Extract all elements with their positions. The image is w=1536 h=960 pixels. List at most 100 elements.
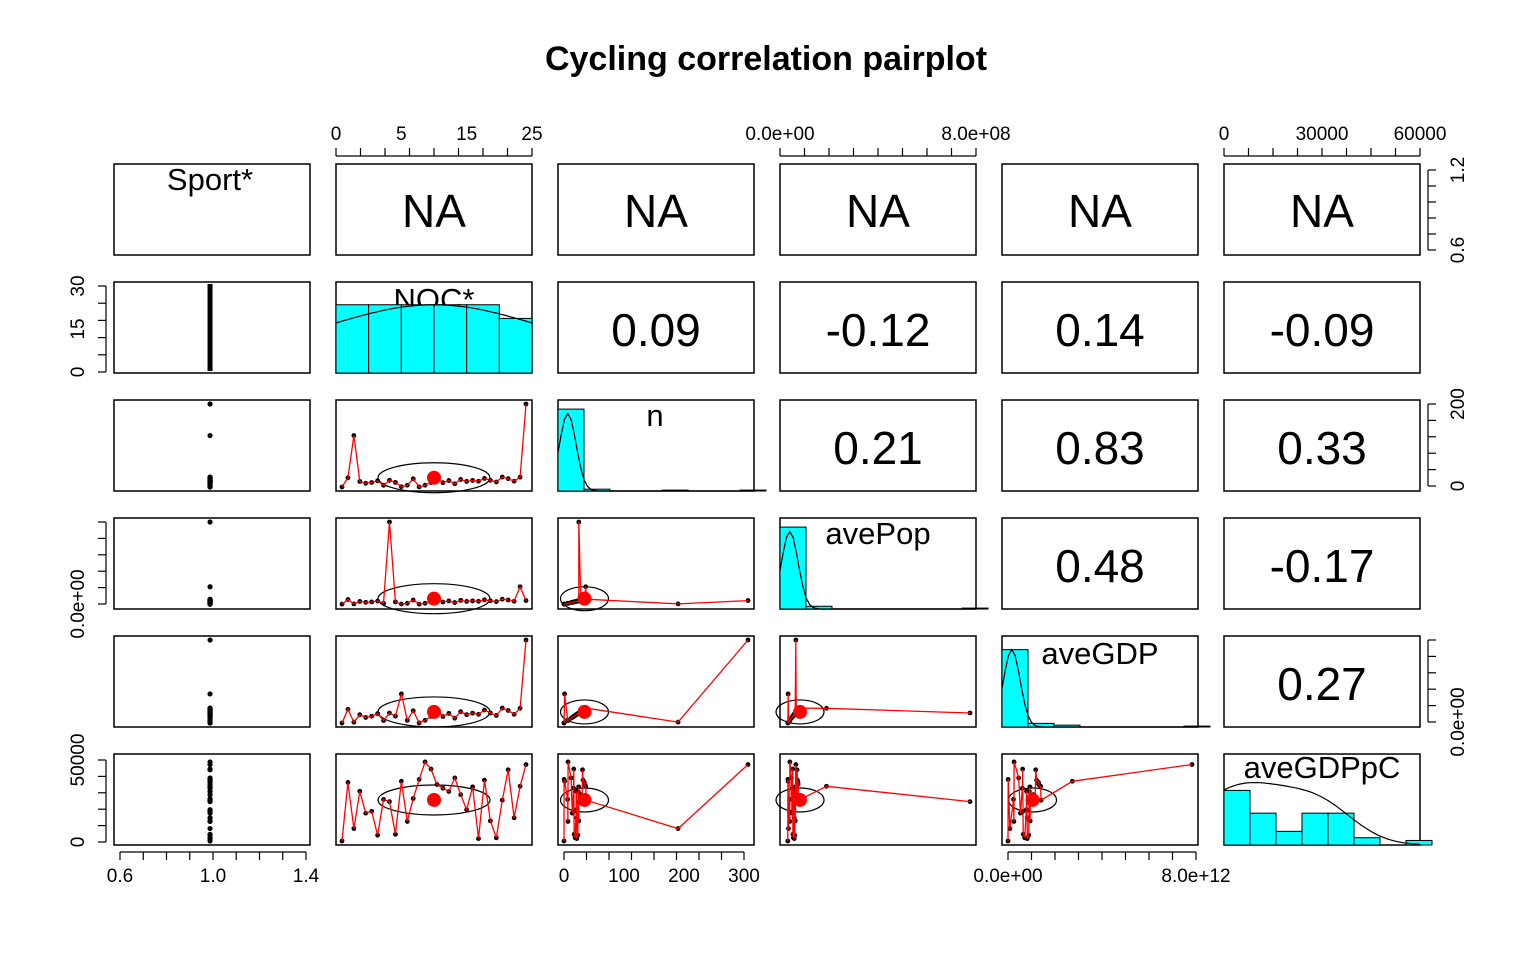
correlation-ellipse xyxy=(775,787,825,813)
diag-variable-label: aveGDP xyxy=(1041,636,1158,671)
histogram-bar xyxy=(400,304,435,374)
na-label: NA xyxy=(402,185,466,237)
histogram-bar xyxy=(1301,812,1329,846)
scatter-point xyxy=(785,691,791,697)
density-curve xyxy=(335,304,533,324)
correlation-value: -0.09 xyxy=(1270,304,1375,356)
top-tick-label: 25 xyxy=(521,124,542,145)
panel-box xyxy=(113,399,311,492)
density-curve xyxy=(1001,648,1198,728)
mean-point xyxy=(1025,792,1040,807)
right-tick-label: 0.6 xyxy=(1448,237,1469,263)
panel-box xyxy=(557,163,755,256)
top-tick-label: 0.0e+00 xyxy=(745,124,814,145)
top-tick-label: 15 xyxy=(456,124,477,145)
na-label: NA xyxy=(624,185,688,237)
scatter-point xyxy=(562,691,568,697)
correlation-value: 0.83 xyxy=(1055,422,1145,474)
panel-box xyxy=(557,753,755,846)
right-tick-label: 0 xyxy=(1448,481,1469,492)
correlation-value: 0.14 xyxy=(1055,304,1145,356)
scatter-point xyxy=(207,835,213,841)
correlation-value: 0.48 xyxy=(1055,540,1145,592)
top-tick-label: 0 xyxy=(331,124,342,145)
histogram-bar xyxy=(433,304,468,374)
panel-box xyxy=(1223,635,1421,728)
left-tick-label: 0 xyxy=(68,367,89,378)
right-tick-label: 1.2 xyxy=(1448,157,1469,183)
panel-box xyxy=(779,281,977,374)
left-tick-label: 30 xyxy=(68,275,89,296)
scatter-point xyxy=(207,767,213,773)
scatter-point xyxy=(207,478,213,484)
scatter-point xyxy=(565,819,571,824)
panel-box xyxy=(779,163,977,256)
left-tick-label: 0.0e+00 xyxy=(68,569,89,638)
correlation-value: -0.12 xyxy=(826,304,931,356)
histogram-bar xyxy=(1249,812,1277,846)
scatter-point xyxy=(790,766,796,772)
scatter-point xyxy=(745,598,751,603)
histogram-bar xyxy=(368,304,402,374)
left-tick-label: 15 xyxy=(68,318,89,339)
correlation-value: 0.09 xyxy=(611,304,701,356)
mean-point xyxy=(793,704,808,719)
histogram-bar xyxy=(335,304,370,374)
histogram-bar xyxy=(1353,837,1381,846)
correlation-value: -0.17 xyxy=(1270,540,1375,592)
panel-box xyxy=(113,163,311,256)
panel-box xyxy=(335,163,533,256)
right-tick-label: 200 xyxy=(1448,388,1469,420)
scatter-point xyxy=(207,705,213,711)
diag-variable-label: Sport* xyxy=(167,162,253,197)
top-tick-label: 60000 xyxy=(1394,124,1447,145)
density-curve xyxy=(1223,782,1421,845)
smooth-line xyxy=(563,639,749,724)
scatter-point xyxy=(207,432,213,439)
na-label: NA xyxy=(1068,185,1132,237)
scatter-point xyxy=(207,783,213,789)
scatter-point xyxy=(967,799,973,805)
left-tick-label: 0 xyxy=(68,837,89,848)
panel-box xyxy=(113,517,311,610)
scatter-point xyxy=(207,807,213,813)
scatter-point xyxy=(1020,766,1026,772)
panel-box xyxy=(1001,163,1199,256)
bottom-tick-label: 100 xyxy=(608,866,640,887)
panel-box xyxy=(557,281,755,374)
scatter-point xyxy=(207,815,213,821)
correlation-ellipse xyxy=(377,696,491,728)
diag-variable-label: avePop xyxy=(825,516,930,551)
correlation-value: 0.27 xyxy=(1277,658,1367,710)
correlation-ellipse xyxy=(377,784,491,816)
correlation-ellipse xyxy=(775,699,825,725)
panel-box xyxy=(113,635,311,728)
smooth-line xyxy=(563,521,749,605)
smooth-line xyxy=(341,760,527,842)
top-tick-label: 0 xyxy=(1219,124,1230,145)
top-tick-label: 8.0e+08 xyxy=(941,124,1010,145)
histogram-bar xyxy=(557,408,585,492)
bottom-tick-label: 0.0e+00 xyxy=(973,866,1042,887)
histogram-bar xyxy=(1001,649,1029,728)
mean-point xyxy=(793,792,808,807)
bottom-tick-label: 1.4 xyxy=(293,866,320,887)
smooth-line xyxy=(563,761,749,842)
correlation-ellipse xyxy=(559,787,610,813)
histogram-bar xyxy=(466,304,500,374)
panel-box xyxy=(1223,399,1421,492)
scatter-point xyxy=(207,637,213,643)
bottom-tick-label: 0.6 xyxy=(107,866,133,887)
correlation-value: 0.21 xyxy=(833,422,923,474)
axes: 0 5 15 25 0.0e+00 8.0e+08 0 30000 600000.61.2020… xyxy=(68,124,1469,887)
mean-point xyxy=(427,792,441,807)
histogram-bar xyxy=(498,317,533,374)
scatter-point xyxy=(207,474,213,480)
correlation-ellipse xyxy=(559,586,610,612)
mean-point xyxy=(577,704,592,719)
panel-box xyxy=(779,753,977,846)
na-label: NA xyxy=(1290,185,1354,237)
scatter-point xyxy=(207,597,213,604)
